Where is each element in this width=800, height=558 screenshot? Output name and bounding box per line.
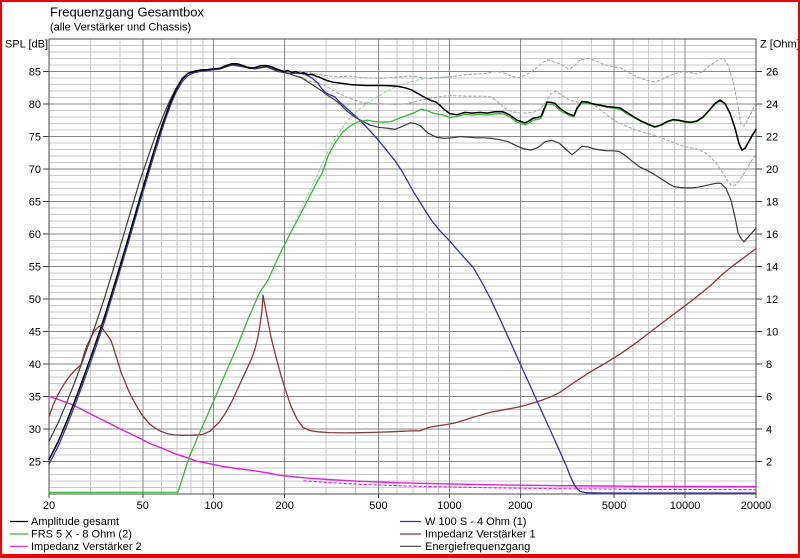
svg-text:35: 35 [29, 392, 41, 404]
svg-text:26: 26 [766, 67, 778, 79]
svg-text:55: 55 [29, 262, 41, 274]
svg-text:20: 20 [43, 500, 55, 512]
svg-text:50: 50 [29, 294, 41, 306]
svg-text:75: 75 [29, 132, 41, 144]
svg-text:20: 20 [766, 164, 778, 176]
svg-text:500: 500 [369, 500, 387, 512]
svg-text:65: 65 [29, 197, 41, 209]
svg-text:14: 14 [766, 262, 778, 274]
svg-text:6: 6 [766, 392, 772, 404]
svg-text:25: 25 [29, 457, 41, 469]
svg-text:10: 10 [766, 327, 778, 339]
svg-text:80: 80 [29, 99, 41, 111]
svg-text:100: 100 [205, 500, 223, 512]
svg-text:30: 30 [29, 424, 41, 436]
svg-text:18: 18 [766, 197, 778, 209]
svg-text:45: 45 [29, 327, 41, 339]
svg-text:200: 200 [275, 500, 293, 512]
svg-text:10000: 10000 [670, 500, 701, 512]
svg-text:2000: 2000 [508, 500, 532, 512]
svg-text:20000: 20000 [741, 500, 772, 512]
svg-text:Z [Ohm]: Z [Ohm] [760, 39, 800, 51]
svg-text:40: 40 [29, 359, 41, 371]
svg-text:16: 16 [766, 229, 778, 241]
svg-text:Impedanz Verstärker 2: Impedanz Verstärker 2 [31, 541, 142, 553]
svg-text:70: 70 [29, 164, 41, 176]
svg-text:2: 2 [766, 457, 772, 469]
svg-text:5000: 5000 [602, 500, 626, 512]
svg-text:60: 60 [29, 229, 41, 241]
svg-text:85: 85 [29, 67, 41, 79]
svg-text:8: 8 [766, 359, 772, 371]
svg-text:Amplitude gesamt: Amplitude gesamt [31, 516, 119, 528]
svg-text:W 100 S - 4 Ohm (1): W 100 S - 4 Ohm (1) [425, 516, 526, 528]
svg-text:24: 24 [766, 99, 778, 111]
svg-text:50: 50 [137, 500, 149, 512]
svg-text:1000: 1000 [437, 500, 461, 512]
svg-text:SPL [dB]: SPL [dB] [5, 39, 48, 51]
svg-text:Energiefrequenzgang: Energiefrequenzgang [425, 541, 530, 553]
svg-text:Impedanz Verstärker 1: Impedanz Verstärker 1 [425, 529, 536, 541]
svg-text:12: 12 [766, 294, 778, 306]
svg-text:FRS 5 X - 8 Ohm (2): FRS 5 X - 8 Ohm (2) [31, 529, 132, 541]
svg-text:Frequenzgang Gesamtbox: Frequenzgang Gesamtbox [50, 5, 204, 20]
svg-text:(alle Verstärker und Chassis): (alle Verstärker und Chassis) [50, 22, 191, 34]
svg-text:4: 4 [766, 424, 772, 436]
svg-text:22: 22 [766, 132, 778, 144]
